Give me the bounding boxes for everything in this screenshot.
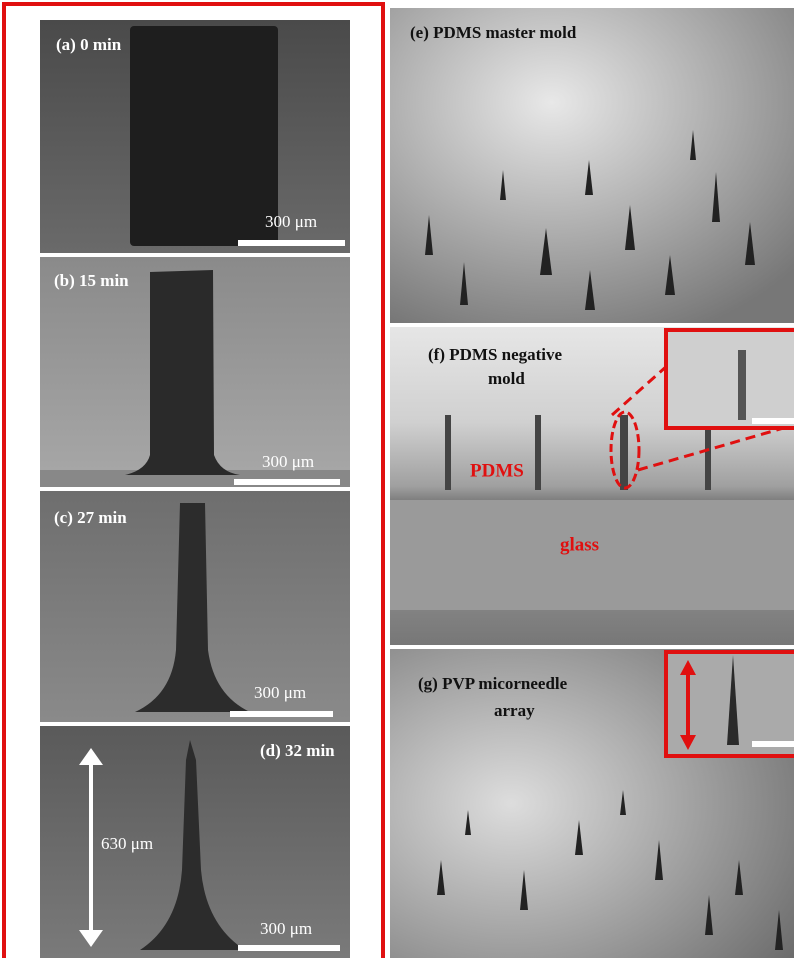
panel-d: (d) 32 min 300 μm 630 μm bbox=[40, 726, 350, 958]
panel-label: (f) PDMS negative bbox=[428, 345, 563, 364]
panel-g: (g) PVP micorneedle array bbox=[390, 649, 794, 958]
figure: (a) 0 min 300 μm (b) 15 min 300 μm (c) 2… bbox=[0, 0, 794, 958]
scale-label: 300 μm bbox=[254, 683, 306, 702]
panel-b: (b) 15 min 300 μm bbox=[40, 257, 350, 487]
panel-label: (c) 27 min bbox=[54, 508, 127, 527]
material-label: PDMS bbox=[470, 460, 524, 481]
scale-label: 300 μm bbox=[262, 452, 314, 471]
panel-label: (e) PDMS master mold bbox=[410, 23, 577, 42]
height-label: 630 μm bbox=[101, 834, 153, 853]
panel-label: (d) 32 min bbox=[260, 741, 335, 760]
panel-label: (a) 0 min bbox=[56, 35, 122, 54]
scale-label: 300 μm bbox=[265, 212, 317, 231]
material-label: glass bbox=[560, 534, 599, 555]
panel-f: (f) PDMS negative mold PDMS glass bbox=[390, 327, 794, 645]
scale-label: 300 μm bbox=[260, 919, 312, 938]
panel-c: (c) 27 min 300 μm bbox=[40, 491, 350, 722]
panel-label: (g) PVP micorneedle bbox=[418, 674, 568, 693]
panel-label: array bbox=[494, 701, 535, 720]
panel-a: (a) 0 min 300 μm bbox=[40, 20, 350, 253]
panel-label: (b) 15 min bbox=[54, 271, 129, 290]
panel-label: mold bbox=[488, 369, 525, 388]
panel-e: (e) PDMS master mold bbox=[390, 8, 794, 323]
